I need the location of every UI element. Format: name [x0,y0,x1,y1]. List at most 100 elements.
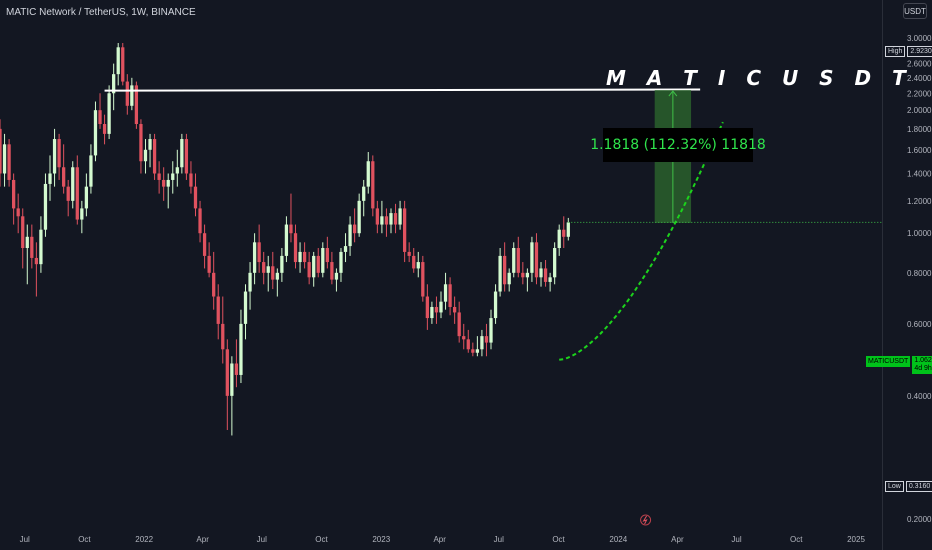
candle-body [534,242,539,278]
candle-body [484,336,489,343]
candle-body [493,291,498,319]
candle-body [548,277,552,282]
price-tick-label: 0.4000 [907,392,932,401]
candle-body [125,81,129,106]
candle-body [266,266,270,273]
candle-body [334,272,339,280]
candle-body [184,139,189,174]
candle-body [166,179,170,187]
candle-body [480,336,484,350]
candle-body [339,251,343,273]
candle-body [107,93,111,134]
time-tick-label: 2024 [609,535,627,544]
candle-body [116,47,120,75]
candle-body [562,229,566,237]
time-tick-label: Apr [196,535,209,544]
candle-body [375,208,379,225]
time-tick-label: Jul [731,535,741,544]
candle-body [393,213,398,225]
candle-body [275,272,279,280]
last-price-symbol: MATICUSDT [866,356,911,367]
price-tick-label: 2.4000 [907,74,932,83]
candle-body [443,284,448,302]
candle-body [312,255,316,278]
candle-body [57,139,61,168]
symbol-watermark: M A T I C U S D T [606,66,913,90]
candle-body [298,251,302,263]
candle-body [530,242,534,273]
time-tick-label: 2025 [847,535,865,544]
candle-body [557,229,561,249]
candle-body [21,216,25,249]
candle-body [257,242,261,263]
price-tick-label: 2.0000 [907,106,932,115]
candle-body [39,229,43,265]
candle-body [348,224,352,247]
candle-body [216,296,220,324]
candle-body [516,248,520,273]
candle-body [462,336,466,340]
candle-body [343,246,348,252]
time-tick-label: Oct [790,535,803,544]
candle-body [539,268,543,278]
candle-body [66,186,70,201]
candle-body [457,312,461,337]
candle-body [503,255,507,285]
candle-body [398,208,402,225]
candle-body [89,155,93,187]
candle-body [207,255,211,273]
candle-body [16,208,20,217]
candle-body [34,257,39,265]
candle-body [75,167,79,220]
candle-body [239,323,243,375]
candle-body [507,272,511,285]
high-tag: High 2.9230 [885,46,932,57]
candle-body [80,208,84,220]
candle-body [225,349,229,396]
candle-body [152,139,157,174]
bar-countdown: 4d 9h [914,365,932,372]
candle-body [25,236,29,249]
time-tick-label: Apr [671,535,684,544]
candle-body [12,179,16,209]
candle-body [366,161,370,187]
candle-body [380,216,384,225]
candle-body [71,167,75,201]
measure-arrow-head [668,90,678,97]
candle-body [248,272,252,292]
candle-body [453,306,457,313]
symbol-title[interactable]: MATIC Network / TetherUS, 1W, BINANCE [6,7,196,18]
candle-body [421,262,425,297]
candle-body [521,272,525,278]
candle-body [280,255,284,273]
candle-body [175,167,179,174]
candle-body [289,224,293,234]
candle-body [198,208,202,234]
candle-body [466,339,470,350]
candle-body [143,149,148,162]
high-tag-value: 2.9230 [907,46,932,57]
price-tick-label: 3.0000 [907,34,932,43]
price-tick-label: 0.8000 [907,269,932,278]
price-tick-label: 1.2000 [907,197,932,206]
candle-body [30,236,34,258]
candle-body [371,161,375,209]
last-price-box: 1.0626 4d 9h [912,356,932,374]
candle-body [62,167,66,187]
candle-body [448,284,452,307]
candle-body [416,262,420,269]
lightning-icon [642,515,648,525]
candle-body [307,262,311,278]
candle-body [121,47,125,82]
high-tag-label: High [885,46,906,57]
candle-body [162,179,166,187]
candle-body [212,272,216,297]
last-price-tag: MATICUSDT 1.0626 4d 9h [866,356,932,374]
candle-body [193,186,198,209]
time-tick-label: Oct [552,535,565,544]
candle-body [134,85,139,125]
currency-badge[interactable]: USDT [903,3,927,19]
candle-body [407,251,411,256]
